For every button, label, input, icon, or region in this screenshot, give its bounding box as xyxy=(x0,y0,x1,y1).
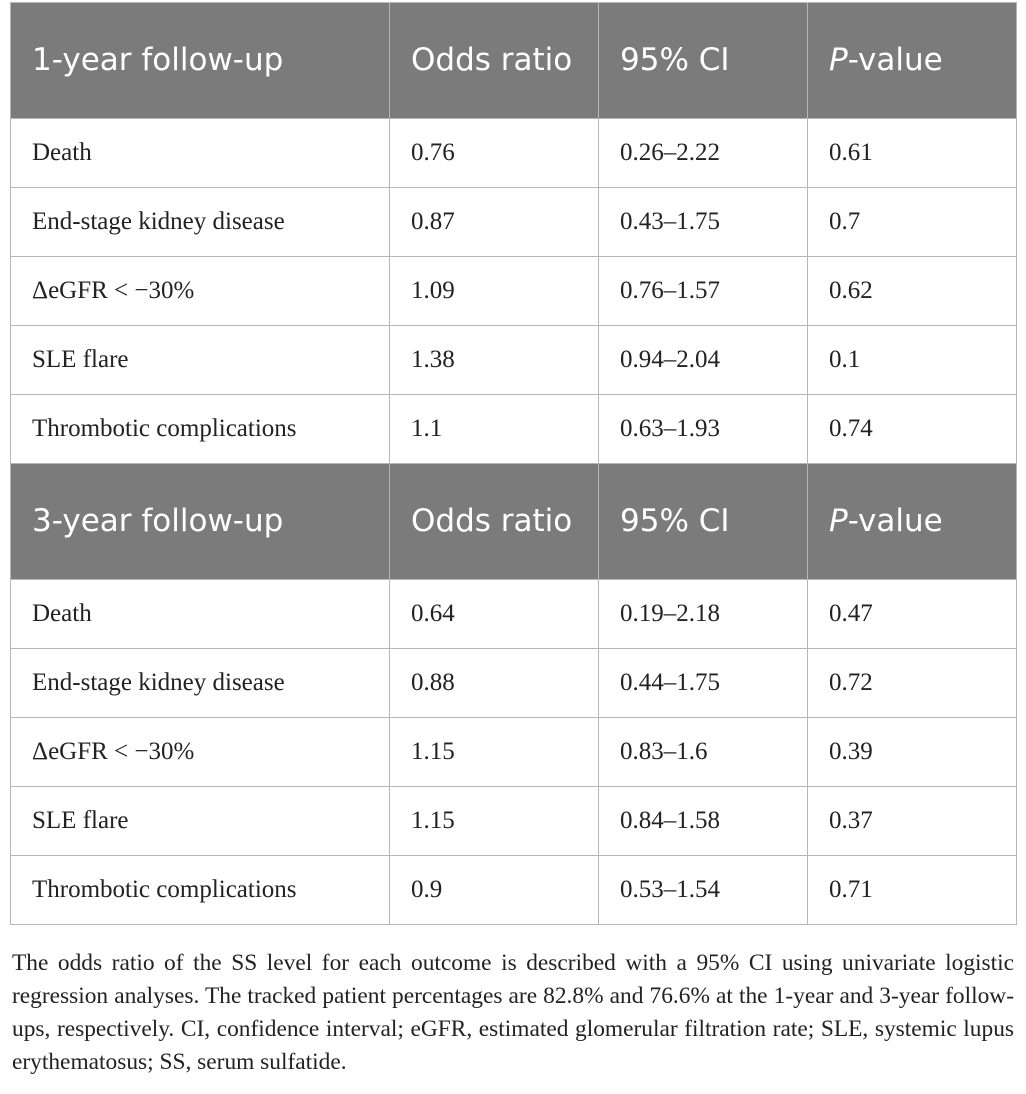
ci-cell: 0.43–1.75 xyxy=(598,187,808,257)
header-outcome-1-year: 1-year follow-up xyxy=(10,2,390,119)
table-row: End-stage kidney disease 0.88 0.44–1.75 … xyxy=(10,648,1017,718)
p-value-cell: 0.62 xyxy=(807,256,1017,326)
odds-ratio-cell: 0.64 xyxy=(389,579,599,649)
outcome-cell: End-stage kidney disease xyxy=(10,187,390,257)
header-odds-ratio: Odds ratio xyxy=(389,2,599,119)
table-row: SLE flare 1.38 0.94–2.04 0.1 xyxy=(10,325,1017,395)
outcome-cell: Death xyxy=(10,579,390,649)
results-table-container: 1-year follow-up Odds ratio 95% CI P-val… xyxy=(10,2,1017,925)
ci-cell: 0.53–1.54 xyxy=(598,855,808,925)
odds-ratio-cell: 0.88 xyxy=(389,648,599,718)
table-row: Death 0.76 0.26–2.22 0.61 xyxy=(10,118,1017,188)
ci-cell: 0.94–2.04 xyxy=(598,325,808,395)
odds-ratio-cell: 0.76 xyxy=(389,118,599,188)
p-suffix: -value xyxy=(847,42,943,78)
odds-ratio-cell: 1.38 xyxy=(389,325,599,395)
header-ci: 95% CI xyxy=(598,2,808,119)
ci-cell: 0.76–1.57 xyxy=(598,256,808,326)
outcome-cell: Thrombotic complications xyxy=(10,394,390,464)
ci-cell: 0.84–1.58 xyxy=(598,786,808,856)
header-p-value: P-value xyxy=(807,2,1017,119)
p-italic: P xyxy=(829,503,848,539)
p-value-cell: 0.47 xyxy=(807,579,1017,649)
table-row: Thrombotic complications 1.1 0.63–1.93 0… xyxy=(10,394,1017,464)
outcome-cell: Thrombotic complications xyxy=(10,855,390,925)
outcome-cell: SLE flare xyxy=(10,786,390,856)
odds-ratio-cell: 0.87 xyxy=(389,187,599,257)
header-row-1-year: 1-year follow-up Odds ratio 95% CI P-val… xyxy=(10,2,1017,119)
outcome-cell: End-stage kidney disease xyxy=(10,648,390,718)
table-row: SLE flare 1.15 0.84–1.58 0.37 xyxy=(10,786,1017,856)
p-italic: P xyxy=(829,42,848,78)
ci-cell: 0.44–1.75 xyxy=(598,648,808,718)
odds-ratio-cell: 0.9 xyxy=(389,855,599,925)
table-row: Thrombotic complications 0.9 0.53–1.54 0… xyxy=(10,855,1017,925)
table-row: End-stage kidney disease 0.87 0.43–1.75 … xyxy=(10,187,1017,257)
header-odds-ratio: Odds ratio xyxy=(389,463,599,580)
header-p-value: P-value xyxy=(807,463,1017,580)
p-value-cell: 0.72 xyxy=(807,648,1017,718)
outcome-cell: ΔeGFR < −30% xyxy=(10,717,390,787)
table-footnote: The odds ratio of the SS level for each … xyxy=(12,950,1014,1075)
header-ci: 95% CI xyxy=(598,463,808,580)
p-value-cell: 0.7 xyxy=(807,187,1017,257)
odds-ratio-table: 1-year follow-up Odds ratio 95% CI P-val… xyxy=(10,2,1017,925)
odds-ratio-cell: 1.15 xyxy=(389,717,599,787)
header-outcome-3-year: 3-year follow-up xyxy=(10,463,390,580)
table-row: ΔeGFR < −30% 1.15 0.83–1.6 0.39 xyxy=(10,717,1017,787)
table-row: ΔeGFR < −30% 1.09 0.76–1.57 0.62 xyxy=(10,256,1017,326)
header-row-3-year: 3-year follow-up Odds ratio 95% CI P-val… xyxy=(10,463,1017,580)
odds-ratio-cell: 1.15 xyxy=(389,786,599,856)
p-value-cell: 0.37 xyxy=(807,786,1017,856)
ci-cell: 0.63–1.93 xyxy=(598,394,808,464)
outcome-cell: ΔeGFR < −30% xyxy=(10,256,390,326)
p-value-cell: 0.74 xyxy=(807,394,1017,464)
ci-cell: 0.19–2.18 xyxy=(598,579,808,649)
p-value-cell: 0.61 xyxy=(807,118,1017,188)
ci-cell: 0.83–1.6 xyxy=(598,717,808,787)
odds-ratio-cell: 1.09 xyxy=(389,256,599,326)
p-value-cell: 0.1 xyxy=(807,325,1017,395)
p-value-cell: 0.71 xyxy=(807,855,1017,925)
table-row: Death 0.64 0.19–2.18 0.47 xyxy=(10,579,1017,649)
p-suffix: -value xyxy=(847,503,943,539)
outcome-cell: SLE flare xyxy=(10,325,390,395)
outcome-cell: Death xyxy=(10,118,390,188)
odds-ratio-cell: 1.1 xyxy=(389,394,599,464)
p-value-cell: 0.39 xyxy=(807,717,1017,787)
ci-cell: 0.26–2.22 xyxy=(598,118,808,188)
